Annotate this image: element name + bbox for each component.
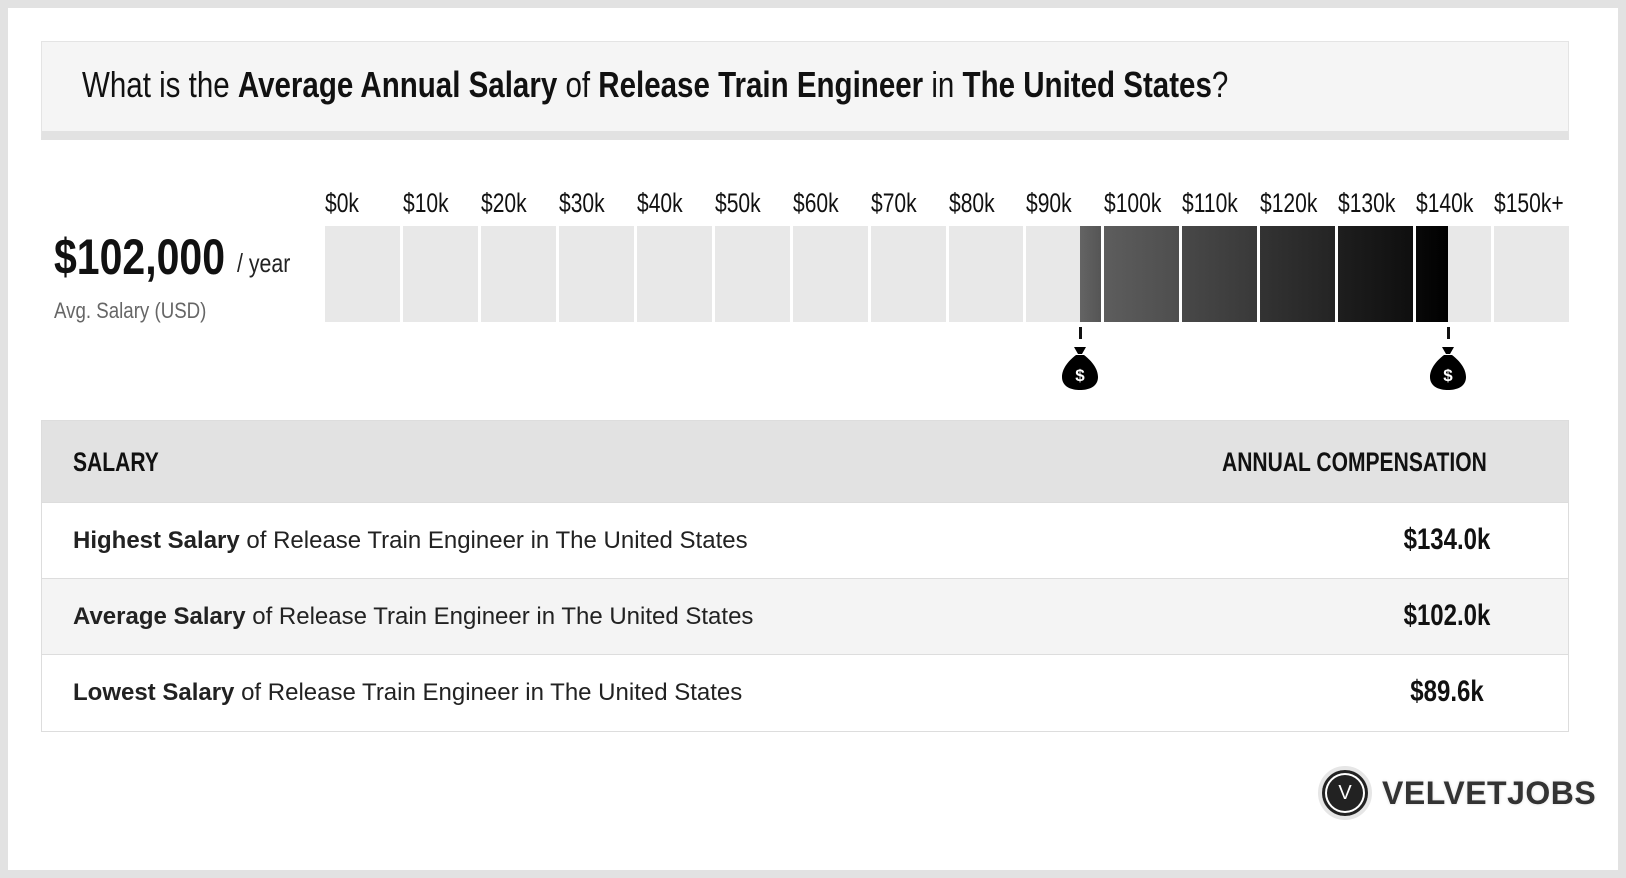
tick-label: $40k: [636, 188, 683, 218]
money-bag-icon: $: [1429, 345, 1467, 396]
scale-segment: [948, 226, 1024, 322]
scale-segment: [792, 226, 868, 322]
svg-text:$: $: [1443, 366, 1453, 385]
table-row: Average Salary of Release Train Engineer…: [42, 578, 1568, 654]
tick-label: $140k: [1416, 188, 1474, 218]
table-row: Lowest Salary of Release Train Engineer …: [42, 654, 1568, 730]
range-fill: [1182, 226, 1258, 322]
tick-label: $30k: [558, 188, 605, 218]
salary-scale-ticks: $0k $10k $20k $30k $40k $50k $60k $70k $80k $90k $…: [325, 188, 1585, 218]
tick-label: $50k: [714, 188, 761, 218]
tick-label: $10k: [402, 188, 449, 218]
money-bag-icon: $: [1061, 345, 1099, 396]
range-fill: [1416, 226, 1448, 322]
scale-segment: [558, 226, 634, 322]
scale-segment: [636, 226, 712, 322]
tick-label: $100k: [1104, 188, 1162, 218]
page-title: What is the Average Annual Salary of Rel…: [41, 41, 1569, 140]
range-fill: [1260, 226, 1336, 322]
scale-segment: [1494, 226, 1569, 322]
range-marker: $: [1429, 327, 1467, 396]
scale-segment: [870, 226, 946, 322]
tick-label: $90k: [1026, 188, 1073, 218]
table-header: SALARY ANNUAL COMPENSATION: [42, 421, 1568, 502]
tick-label: $0k: [325, 188, 359, 218]
scale-segment: [402, 226, 478, 322]
tick-label: $130k: [1338, 188, 1396, 218]
scale-segment: [325, 226, 400, 322]
range-fill: [1104, 226, 1180, 322]
scale-segment: [714, 226, 790, 322]
svg-text:$: $: [1075, 366, 1085, 385]
range-marker: $: [1061, 327, 1099, 396]
average-salary: $102,000/ year: [54, 229, 291, 285]
tick-label: $150k+: [1494, 188, 1564, 218]
tick-label: $60k: [792, 188, 839, 218]
salary-table: SALARY ANNUAL COMPENSATION Highest Salary…: [41, 420, 1569, 732]
tick-label: $80k: [948, 188, 995, 218]
average-salary-label: Avg. Salary (USD): [54, 298, 207, 323]
tick-label: $110k: [1182, 188, 1239, 218]
tick-label: $20k: [480, 188, 527, 218]
salary-range-bar: [325, 226, 1572, 322]
tick-label: $70k: [870, 188, 917, 218]
range-fill: [1080, 226, 1102, 322]
tick-label: $120k: [1260, 188, 1318, 218]
range-fill: [1338, 226, 1414, 322]
velvetjobs-logo[interactable]: V VELVETJOBS: [1318, 766, 1596, 820]
scale-segment: [480, 226, 556, 322]
table-row: Highest Salary of Release Train Engineer…: [42, 502, 1568, 578]
